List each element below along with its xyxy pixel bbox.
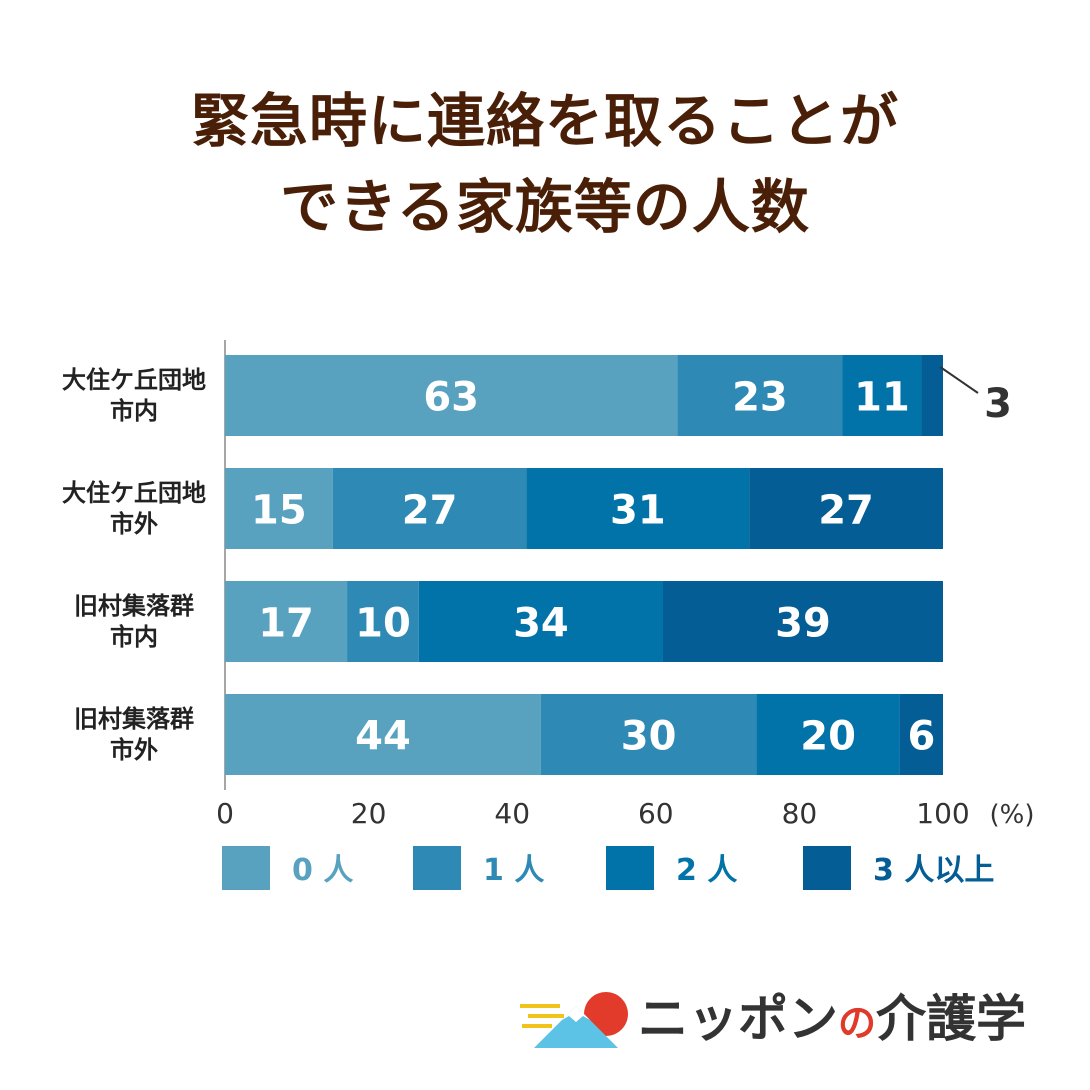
bar-segment <box>225 694 541 775</box>
bar-segment <box>540 694 757 775</box>
bar-segment <box>225 355 678 436</box>
bar-segment <box>662 581 943 662</box>
data-label: 31 <box>610 488 666 534</box>
data-label: 15 <box>251 488 307 534</box>
data-label: 39 <box>775 601 831 647</box>
x-tick-label: 80 <box>782 797 818 830</box>
brand-logo-text: ニッポンの介護学 <box>638 994 1026 1044</box>
chart-title-line-1: 緊急時に連絡を取ることが <box>190 87 899 155</box>
data-label: 30 <box>621 714 677 760</box>
x-tick-label: 60 <box>638 797 674 830</box>
bar-segment <box>225 468 333 549</box>
legend-label: 2 人 <box>676 853 737 888</box>
category-label: 市外 <box>110 736 158 764</box>
legend-swatch <box>222 846 270 890</box>
category-label: 市外 <box>110 510 158 538</box>
data-label: 10 <box>355 601 411 647</box>
bar-segment <box>332 468 527 549</box>
mount-fuji-logo-icon <box>520 992 628 1048</box>
category-label: 市内 <box>110 623 158 651</box>
data-label: 27 <box>818 488 874 534</box>
category-label: 大住ケ丘団地 <box>62 366 206 394</box>
chart-title-line-2: できる家族等の人数 <box>280 173 810 241</box>
data-label: 34 <box>513 601 569 647</box>
bar-segment <box>921 355 943 436</box>
bar-segment <box>418 581 663 662</box>
data-label: 20 <box>800 714 856 760</box>
category-label: 旧村集落群 <box>74 705 194 733</box>
bar-segment <box>526 468 750 549</box>
logo-text-part2: 介護学 <box>876 990 1027 1048</box>
data-label: 3 <box>984 381 1012 427</box>
legend-label: 3 人以上 <box>873 853 994 888</box>
data-label: 23 <box>732 375 788 421</box>
legend-label: 0 人 <box>292 853 353 888</box>
bar-segment <box>347 581 419 662</box>
data-label: 27 <box>402 488 458 534</box>
data-label: 44 <box>355 714 411 760</box>
brand-logo: ニッポンの介護学 <box>520 988 1070 1068</box>
legend-swatch <box>803 846 851 890</box>
bar-segment <box>677 355 843 436</box>
bar-segment <box>225 581 348 662</box>
legend-swatch <box>606 846 654 890</box>
x-tick-label: 0 <box>216 797 234 830</box>
data-label: 11 <box>854 375 910 421</box>
legend-label: 1 人 <box>483 853 544 888</box>
data-label: 63 <box>423 375 479 421</box>
bar-segment <box>899 694 943 775</box>
x-tick-label: 100 <box>916 797 969 830</box>
logo-text-no: の <box>838 1001 877 1045</box>
category-label: 大住ケ丘団地 <box>62 479 206 507</box>
bar-segment <box>756 694 900 775</box>
data-label: 17 <box>258 601 314 647</box>
logo-text-part1: ニッポン <box>638 990 838 1048</box>
x-axis-unit-label: (%) <box>990 800 1035 830</box>
data-label-leader-line <box>939 366 979 394</box>
x-tick-label: 40 <box>494 797 530 830</box>
bar-segment <box>842 355 922 436</box>
legend-swatch <box>413 846 461 890</box>
bar-segment <box>749 468 943 549</box>
data-label: 6 <box>908 714 936 760</box>
category-label: 市内 <box>110 397 158 425</box>
x-tick-label: 20 <box>351 797 387 830</box>
category-label: 旧村集落群 <box>74 592 194 620</box>
